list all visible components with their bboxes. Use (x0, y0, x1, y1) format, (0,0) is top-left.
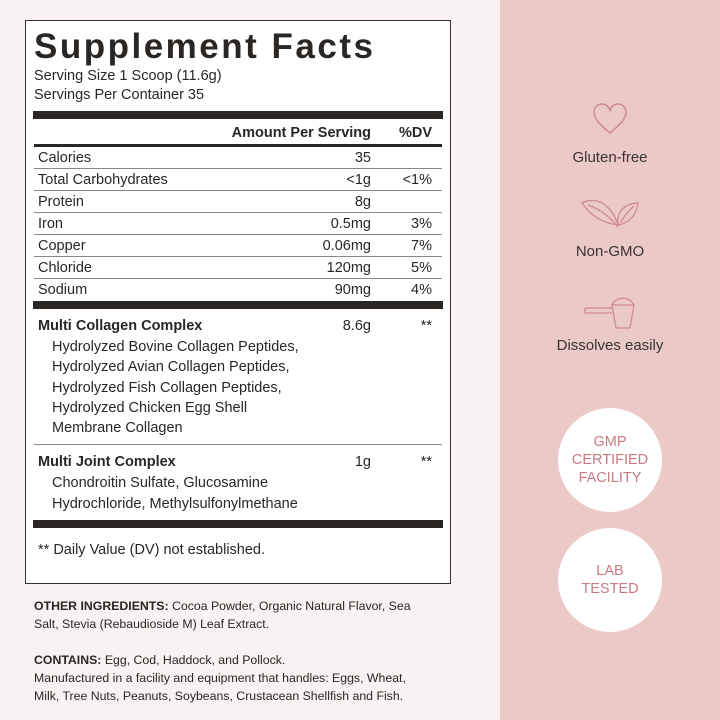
blend-ingredient-line: Hydrolyzed Chicken Egg Shell (52, 399, 248, 416)
nutrient-row: Iron 0.5mg 3% (34, 213, 442, 235)
nutrient-dv: <1% (402, 172, 432, 188)
blend-ingredient-line: Hydrolyzed Avian Collagen Peptides, (52, 359, 290, 376)
nutrient-row: Protein 8g (34, 191, 442, 213)
blend-ingredient-line: Hydrolyzed Bovine Collagen Peptides, (52, 339, 299, 355)
badge-line: CERTIFIED (571, 452, 649, 468)
feature-label: Non-GMO (575, 243, 645, 260)
scoop-icon (584, 297, 635, 329)
blend-ingredient-line: Membrane Collagen (52, 420, 183, 437)
contains-label: CONTAINS: (34, 653, 102, 667)
nutrient-row: Copper 0.06mg 7% (34, 235, 442, 257)
blend-block: Multi Collagen Complex 8.6g ** Hydrolyzed B… (34, 309, 442, 446)
column-header: Amount Per Serving %DV (34, 119, 442, 147)
divider-thick (33, 301, 443, 309)
blend-block: Multi Joint Complex 1g ** Chondroitin Sulfa… (34, 445, 442, 520)
feature-label: Dissolves easily (556, 337, 664, 354)
blend-ingredient-line: Hydrolyzed Fish Collagen Peptides, (52, 379, 282, 396)
blend-dv: ** (420, 454, 432, 471)
other-ingredients: OTHER INGREDIENTS: Cocoa Powder, Organic… (34, 597, 454, 633)
contains: CONTAINS: Egg, Cod, Haddock, and Pollock… (34, 651, 454, 705)
blend-amount: 1g (354, 454, 371, 471)
divider-thick (33, 111, 443, 119)
badge-lab-tested: LAB TESTED (558, 528, 662, 632)
nutrient-amount: 0.06mg (322, 238, 371, 254)
nutrient-amount: 0.5mg (330, 216, 371, 232)
heart-icon (593, 103, 627, 134)
blend-list: Multi Collagen Complex 8.6g ** Hydrolyzed B… (34, 309, 442, 520)
nutrient-name: Protein (38, 194, 84, 210)
nutrient-amount: 120mg (326, 260, 371, 276)
nutrient-name: Chloride (38, 260, 92, 276)
nutrient-dv: 5% (411, 260, 432, 276)
feature-label: Gluten-free (572, 149, 648, 166)
nutrient-row: Sodium 90mg 4% (34, 279, 442, 301)
supplement-facts-label: Supplement Facts Serving Size 1 Scoop (1… (25, 20, 451, 584)
contains-line: Milk, Tree Nuts, Peanuts, Soybeans, Crus… (34, 689, 404, 703)
nutrient-name: Total Carbohydrates (38, 172, 168, 188)
footnote: ** Daily Value (DV) not established. (38, 542, 266, 559)
blend-dv: ** (420, 318, 432, 334)
feature-dissolves-easily: Dissolves easily (500, 295, 720, 354)
contains-line: Manufactured in a facility and equipment… (34, 671, 406, 685)
servings-per-container: Servings Per Container 35 (34, 87, 205, 103)
blend-ingredient-line: Hydrochloride, Methylsulfonylmethane (52, 495, 298, 512)
nutrient-name: Calories (38, 150, 92, 166)
other-ingredients-line: Salt, Stevia (Rebaudioside M) Leaf Extra… (34, 617, 270, 631)
badge-line: LAB (596, 563, 624, 579)
dv-header: %DV (398, 125, 432, 141)
label-title: Supplement Facts (34, 27, 376, 66)
blend-ingredient-line: Chondroitin Sulfate, Glucosamine (52, 475, 269, 492)
blend-name: Multi Collagen Complex (38, 318, 203, 334)
nutrient-list: Calories 35 Total Carbohydrates <1g <1% Prote… (34, 147, 442, 301)
badge-line: GMP (593, 434, 627, 450)
nutrient-dv: 7% (411, 238, 432, 254)
leaves-icon (581, 199, 639, 228)
feature-gluten-free: Gluten-free (500, 103, 720, 166)
badge-line: TESTED (581, 581, 639, 597)
nutrient-dv: 4% (411, 282, 432, 298)
divider-thick (33, 520, 443, 529)
other-ingredients-label: OTHER INGREDIENTS: (34, 599, 169, 613)
blend-amount: 8.6g (342, 318, 371, 334)
nutrient-amount: 35 (354, 150, 371, 166)
nutrient-row: Chloride 120mg 5% (34, 257, 442, 279)
nutrient-row: Calories 35 (34, 147, 442, 169)
nutrient-amount: <1g (346, 172, 371, 188)
nutrient-amount: 90mg (334, 282, 371, 298)
amount-header: Amount Per Serving (231, 125, 371, 141)
contains-text: Egg, Cod, Haddock, and Pollock. (104, 653, 286, 667)
badge-line: FACILITY (578, 470, 642, 486)
badge-gmp-certified: GMP CERTIFIED FACILITY (558, 408, 662, 512)
nutrient-row: Total Carbohydrates <1g <1% (34, 169, 442, 191)
nutrient-amount: 8g (354, 194, 371, 210)
nutrient-name: Iron (38, 216, 63, 232)
nutrient-dv: 3% (411, 216, 432, 232)
feature-non-gmo: Non-GMO (500, 197, 720, 260)
serving-size: Serving Size 1 Scoop (11.6g) (34, 68, 222, 84)
other-ingredients-line: Cocoa Powder, Organic Natural Flavor, Se… (172, 599, 411, 613)
blend-name: Multi Joint Complex (38, 454, 176, 471)
nutrient-name: Sodium (38, 282, 88, 298)
nutrient-name: Copper (38, 238, 86, 254)
